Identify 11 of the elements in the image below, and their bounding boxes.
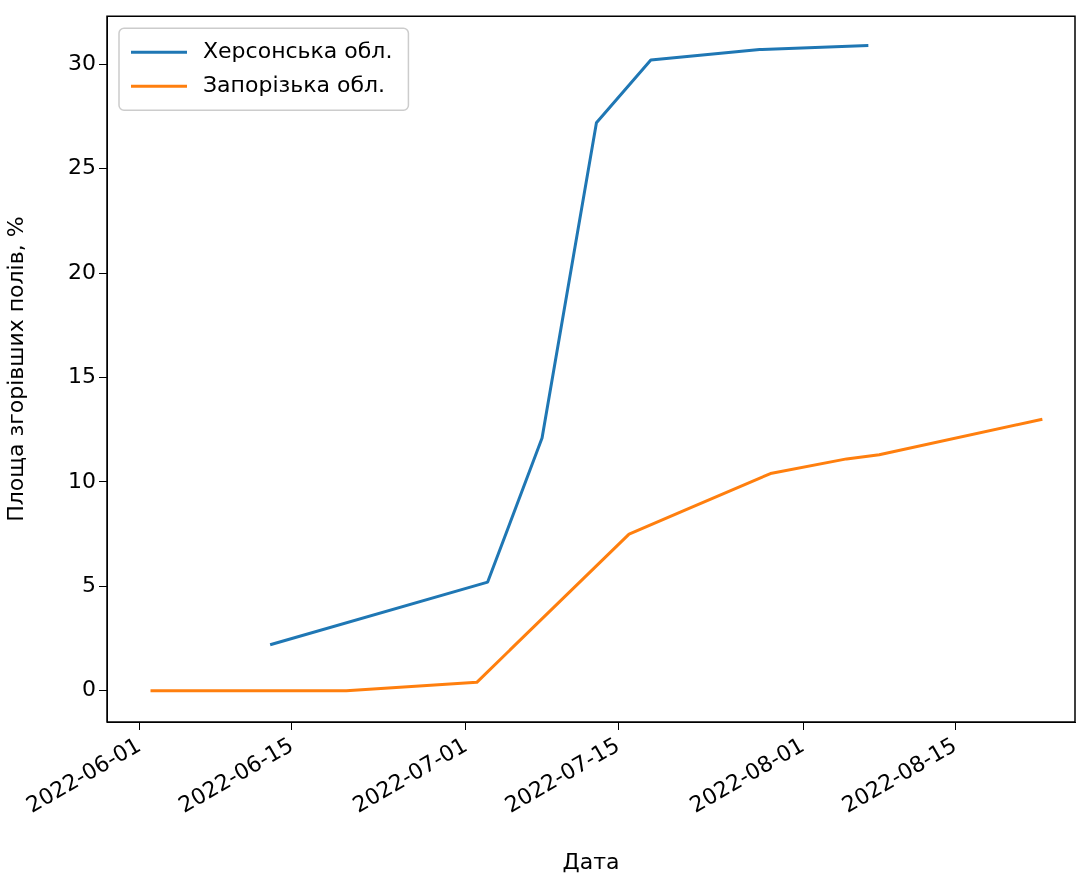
y-tick-label: 15 <box>68 363 96 389</box>
y-tick-label: 5 <box>82 571 96 597</box>
y-tick-label: 20 <box>68 258 96 284</box>
y-tick-label: 25 <box>68 154 96 180</box>
y-tick-label: 30 <box>68 49 96 75</box>
legend-label: Запорізька обл. <box>203 71 386 97</box>
legend-label: Херсонська обл. <box>203 37 393 63</box>
x-axis-title: Дата <box>562 848 620 874</box>
y-tick-label: 10 <box>68 467 96 493</box>
y-tick-label: 0 <box>82 676 96 702</box>
y-axis-title: Площа згорівших полів, % <box>2 216 28 522</box>
